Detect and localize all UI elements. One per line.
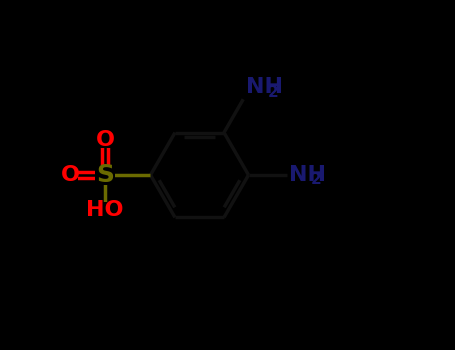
Text: S: S — [96, 163, 114, 187]
Text: NH: NH — [246, 77, 283, 97]
Text: 2: 2 — [268, 85, 278, 99]
Text: NH: NH — [289, 165, 326, 185]
Text: O: O — [61, 165, 80, 185]
Bar — [62, 167, 78, 183]
Text: O: O — [96, 130, 115, 150]
Bar — [96, 166, 115, 185]
Text: 2: 2 — [311, 172, 322, 187]
Bar — [97, 132, 113, 148]
Bar — [92, 202, 118, 218]
Text: HO: HO — [86, 200, 124, 220]
